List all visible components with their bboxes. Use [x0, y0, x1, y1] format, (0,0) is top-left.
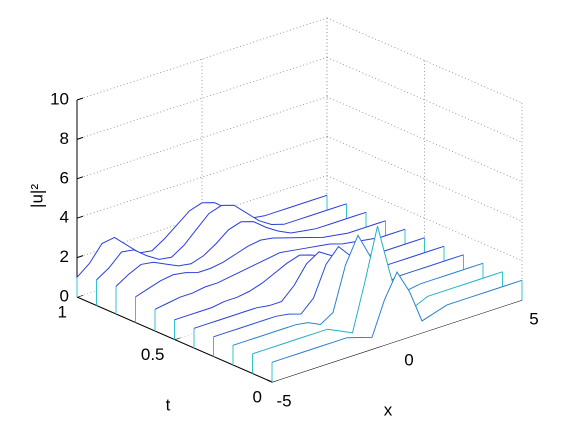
x-tick-label: 5	[529, 309, 538, 328]
t-axis-label: t	[166, 395, 171, 414]
z-tick-label: 2	[60, 247, 69, 266]
x-tick-label: -5	[276, 391, 291, 410]
grid-line	[326, 135, 523, 222]
curve	[96, 203, 347, 281]
tick-mark	[76, 136, 84, 140]
curve	[154, 228, 406, 310]
curtain	[272, 272, 522, 382]
grid-line	[326, 17, 523, 104]
tick-mark	[76, 97, 84, 101]
z-axis-label: |u|²	[27, 184, 46, 208]
z-tick-label: 6	[60, 168, 69, 187]
grid-line	[326, 175, 523, 261]
y-tick-label: 1	[58, 302, 67, 321]
curve	[76, 194, 328, 278]
curve	[193, 245, 445, 329]
curtain	[252, 226, 503, 374]
tick-mark	[266, 379, 273, 383]
tick-mark	[76, 255, 84, 259]
grid-line	[326, 57, 523, 143]
z-tick-label: 10	[50, 89, 69, 108]
z-tick-label: 8	[60, 129, 69, 148]
tick-mark	[76, 176, 84, 180]
curtain	[233, 235, 483, 365]
x-tick-label: 0	[404, 350, 413, 369]
curve	[115, 211, 367, 287]
tick-mark	[76, 215, 84, 219]
curve	[213, 245, 464, 338]
curve	[135, 220, 386, 298]
grid-line	[326, 96, 523, 183]
curve	[232, 234, 484, 346]
curve	[252, 225, 503, 355]
y-tick-label: 0	[253, 387, 262, 406]
x-axis-label: x	[384, 400, 393, 419]
y-tick-label: 0.5	[141, 345, 165, 364]
z-tick-label: 4	[60, 208, 69, 227]
curve	[271, 271, 523, 363]
z-tick-label: 0	[60, 286, 69, 305]
